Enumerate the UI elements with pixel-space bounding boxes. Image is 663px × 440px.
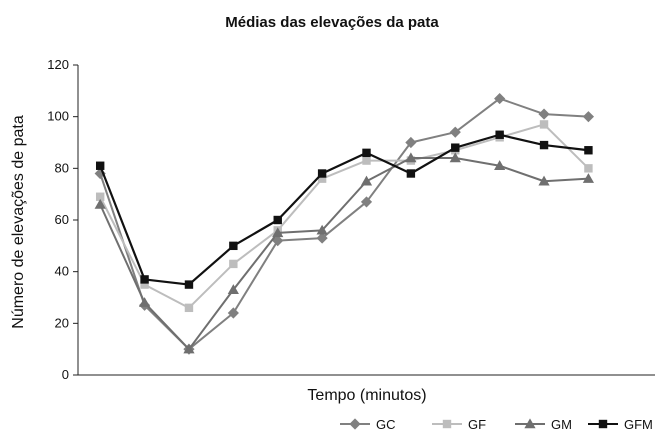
series-gm-line	[99, 157, 589, 351]
series-gc-point	[227, 307, 239, 319]
series-gm-point	[449, 152, 461, 163]
series-gfm-point	[229, 241, 238, 251]
legend-marker-gc	[349, 418, 361, 430]
series-gf-point	[317, 174, 327, 183]
series-gfm-line	[99, 133, 589, 286]
x-axis-label: Tempo (minutos)	[307, 387, 426, 404]
series-gm-point	[538, 175, 550, 186]
series-gf-point	[584, 164, 593, 173]
series-gm-point	[227, 284, 239, 294]
series-gm-point	[272, 227, 284, 238]
series-gc-point	[494, 92, 506, 105]
legend-item-gf: GF	[432, 417, 486, 432]
series-layer	[94, 92, 595, 355]
series-gf-point	[539, 120, 549, 129]
legend-label-gc: GC	[376, 417, 396, 432]
series-gf-point	[140, 280, 149, 289]
series-gm	[94, 152, 595, 354]
series-gm-point	[405, 152, 417, 163]
legend-item-gc: GC	[340, 417, 396, 432]
legend: GC GF GM GFM	[340, 417, 653, 432]
series-gfm-point	[362, 148, 371, 158]
series-gm-point	[494, 160, 506, 170]
series-gfm-point	[317, 169, 327, 178]
series-gfm-point	[95, 161, 105, 170]
series-gf-line	[99, 123, 590, 309]
series-gfm-point	[406, 169, 416, 178]
series-gf-point	[95, 192, 105, 201]
series-gc-point	[316, 232, 328, 244]
series-gf-point	[229, 259, 238, 269]
legend-marker-gm	[524, 418, 536, 429]
legend-marker-gf	[442, 419, 452, 429]
series-gc-point	[449, 126, 461, 138]
series-gc-point	[360, 196, 373, 208]
series-gc-point	[405, 136, 417, 149]
series-gc-point	[538, 108, 550, 120]
series-gm-point	[138, 297, 151, 307]
y-tick-label: 80	[55, 160, 69, 175]
series-gm-point	[360, 175, 373, 186]
legend-label-gfm: GFM	[624, 417, 653, 432]
y-tick-label: 100	[47, 109, 69, 124]
y-tick-label: 60	[55, 212, 69, 227]
series-gc-point	[94, 167, 106, 180]
chart-title: Médias das elevações da pata	[225, 14, 439, 31]
series-gfm-point	[584, 146, 593, 155]
y-tick-label: 0	[62, 367, 69, 382]
series-gf-point	[362, 156, 371, 165]
y-axis-label: Número de elevações de pata	[10, 115, 27, 329]
series-gf-point	[184, 303, 194, 313]
y-tick-label: 20	[55, 315, 69, 330]
legend-item-gfm: GFM	[588, 417, 653, 432]
series-gc-point	[582, 111, 595, 123]
series-gm-point	[582, 173, 595, 183]
series-gfm	[95, 130, 593, 289]
axes: 0 20 40 60 80 100 120	[47, 57, 655, 382]
series-gfm-point	[273, 215, 282, 225]
legend-marker-gfm	[598, 419, 608, 429]
series-gfm-point	[184, 280, 194, 289]
series-gm-point	[316, 224, 328, 235]
y-tick-label: 120	[47, 57, 69, 72]
y-tick-label: 40	[55, 264, 69, 279]
series-gfm-point	[140, 275, 149, 284]
series-gm-point	[94, 198, 106, 209]
series-gfm-point	[539, 140, 549, 150]
legend-label-gf: GF	[468, 417, 486, 432]
series-gfm-point	[495, 130, 504, 139]
series-gm-point	[183, 343, 195, 354]
legend-label-gm: GM	[551, 417, 572, 432]
series-gc-line	[99, 97, 589, 351]
series-gfm-point	[451, 143, 460, 152]
legend-item-gm: GM	[515, 417, 572, 432]
